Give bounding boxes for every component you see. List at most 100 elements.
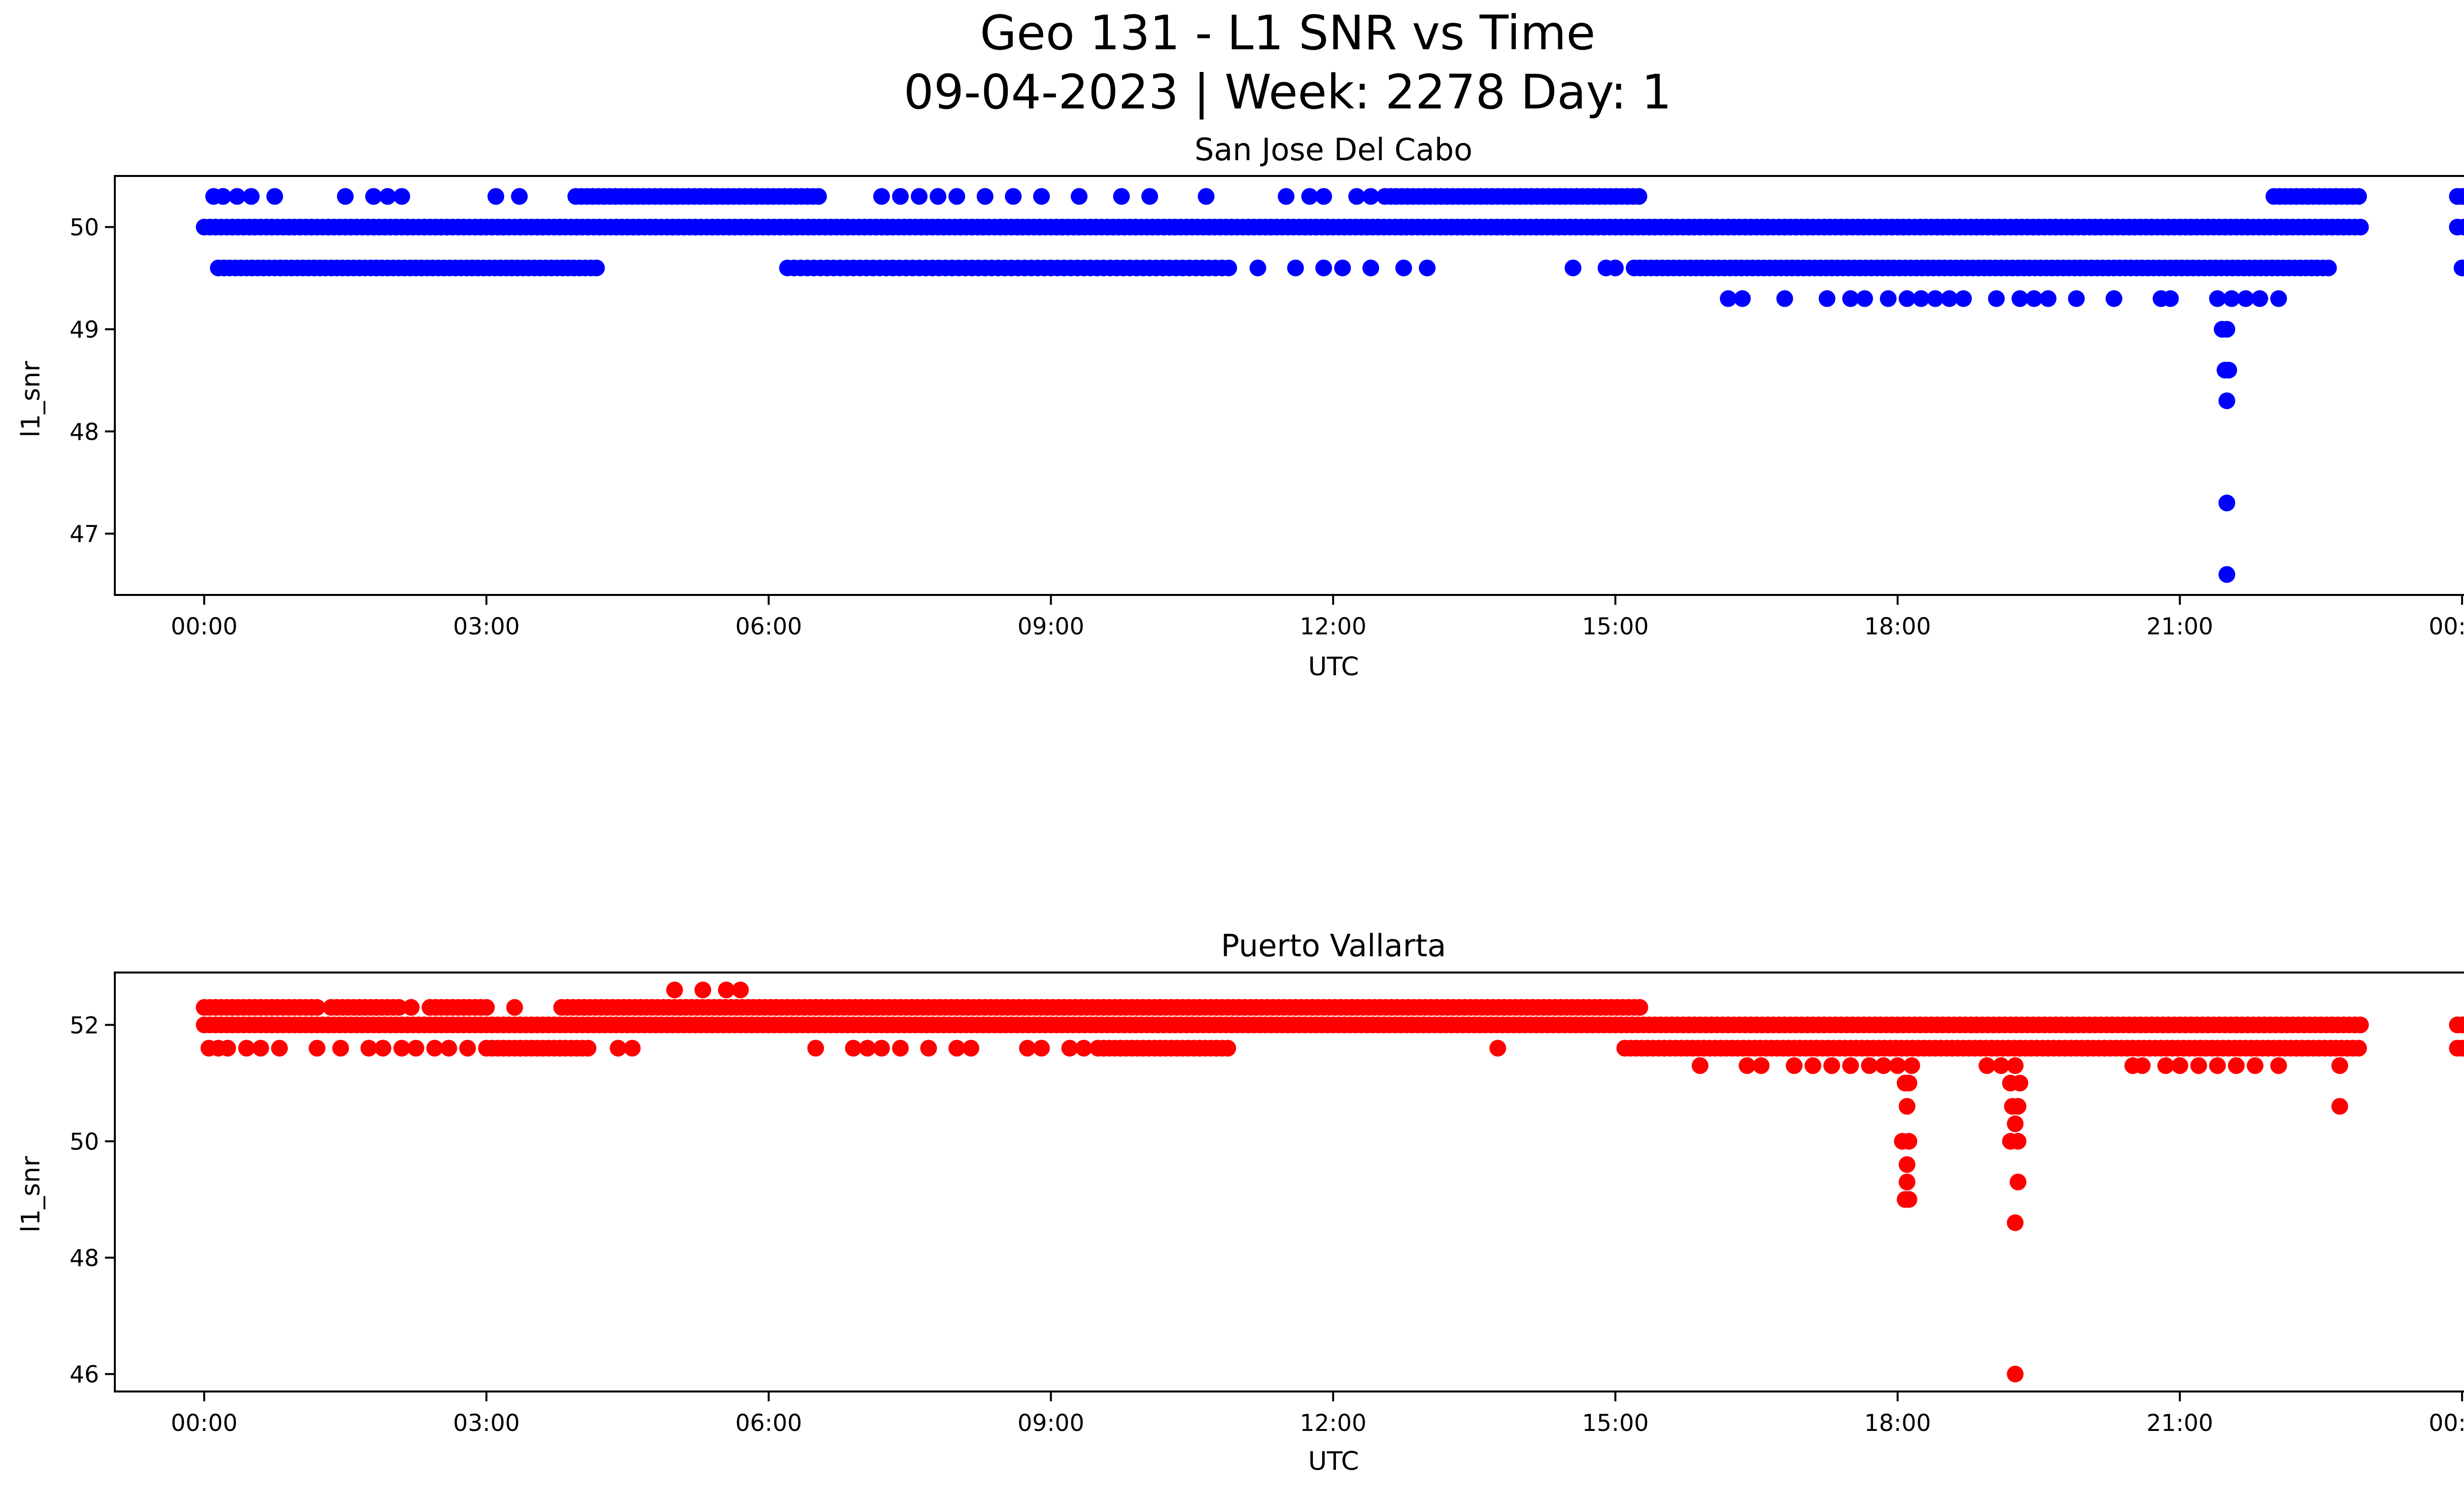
data-point — [718, 981, 735, 999]
data-point — [2220, 361, 2237, 379]
data-point — [403, 999, 420, 1016]
data-point — [1630, 188, 1647, 205]
data-point — [2171, 1057, 2189, 1074]
data-point — [1075, 1040, 1093, 1057]
data-point — [1033, 188, 1050, 205]
data-point — [666, 981, 683, 999]
data-point — [2331, 1098, 2348, 1115]
data-point — [911, 188, 928, 205]
data-point — [1061, 1040, 1078, 1057]
data-point — [360, 1040, 377, 1057]
data-point — [1992, 1057, 2010, 1074]
y-tick-label: 46 — [69, 1361, 99, 1389]
x-tick-label: 06:00 — [735, 1410, 802, 1437]
data-point — [219, 1040, 237, 1057]
x-tick-label: 03:00 — [453, 613, 519, 640]
data-point — [1927, 290, 1944, 307]
y-tick-label: 47 — [69, 521, 99, 548]
data-point — [2237, 290, 2254, 307]
data-point — [1141, 188, 1158, 205]
data-point — [1785, 1057, 1803, 1074]
data-point — [2010, 1174, 2026, 1190]
data-point — [1033, 1040, 1050, 1057]
data-point — [2218, 494, 2235, 512]
x-tick-label: 06:00 — [735, 613, 802, 640]
data-point — [1220, 259, 1237, 277]
data-point — [859, 1040, 876, 1057]
data-point — [1752, 1057, 1770, 1074]
data-point — [2218, 321, 2235, 338]
x-tick-label: 18:00 — [1864, 1410, 1931, 1437]
figure-title-line1: Geo 131 - L1 SNR vs Time — [980, 5, 1596, 61]
data-point — [2270, 290, 2287, 307]
data-point — [2218, 566, 2235, 583]
data-point — [2134, 1057, 2151, 1074]
data-point — [892, 1040, 909, 1057]
data-point — [2331, 1057, 2348, 1074]
data-point — [2270, 1057, 2287, 1074]
data-point — [308, 999, 326, 1016]
data-point — [1277, 188, 1295, 205]
x-tick-label: 00:00 — [171, 1410, 238, 1437]
x-tick-label: 00:00 — [2429, 613, 2464, 640]
data-point — [2209, 1057, 2226, 1074]
data-point — [1489, 1040, 1506, 1057]
data-point — [845, 1040, 862, 1057]
x-tick-label: 18:00 — [1864, 613, 1931, 640]
data-point — [271, 1040, 288, 1057]
data-point — [1113, 188, 1130, 205]
data-point — [478, 999, 495, 1016]
data-point — [375, 1040, 392, 1057]
data-point — [337, 188, 354, 205]
data-point — [1900, 1075, 1917, 1092]
data-point — [2227, 1057, 2245, 1074]
data-point — [1070, 188, 1088, 205]
data-point — [2251, 290, 2268, 307]
data-point — [1395, 259, 1412, 277]
subplot-title: San Jose Del Cabo — [1195, 132, 1472, 168]
data-point — [1898, 290, 1916, 307]
data-point — [962, 1040, 980, 1057]
data-point — [238, 1040, 255, 1057]
data-point — [610, 1040, 627, 1057]
data-point — [873, 188, 890, 205]
data-point — [2010, 1133, 2026, 1150]
x-tick-label: 12:00 — [1300, 613, 1367, 640]
axes-frame — [114, 972, 2464, 1392]
data-point — [229, 188, 246, 205]
data-point — [948, 188, 965, 205]
data-point — [459, 1040, 476, 1057]
data-point — [2011, 290, 2028, 307]
data-point — [2209, 290, 2226, 307]
data-point — [624, 1040, 641, 1057]
x-tick-label: 15:00 — [1582, 613, 1648, 640]
x-axis-label: UTC — [1308, 1447, 1359, 1476]
data-point — [365, 188, 382, 205]
data-point — [2320, 259, 2337, 277]
data-point — [2223, 290, 2240, 307]
data-point — [242, 188, 260, 205]
data-point — [732, 981, 749, 999]
data-point — [948, 1040, 965, 1057]
data-point — [2350, 188, 2367, 205]
data-point — [1988, 290, 2005, 307]
y-tick-label: 52 — [69, 1012, 99, 1039]
figure-title-line2: 09-04-2023 | Week: 2278 Day: 1 — [904, 65, 1672, 120]
data-point — [1419, 259, 1436, 277]
data-point — [1875, 1057, 1892, 1074]
data-point — [1607, 259, 1624, 277]
data-point — [810, 188, 827, 205]
data-point — [1842, 290, 1859, 307]
data-point — [2454, 1016, 2464, 1034]
data-point — [2454, 259, 2464, 277]
data-point — [2157, 1057, 2174, 1074]
data-point — [588, 259, 605, 277]
y-axis-label: l1_snr — [16, 1156, 46, 1233]
data-point — [1856, 290, 1873, 307]
data-point — [2350, 1040, 2367, 1057]
scatter-points — [196, 981, 2464, 1383]
x-axis-label: UTC — [1308, 652, 1359, 682]
data-point — [1019, 1040, 1036, 1057]
x-tick-label: 21:00 — [2147, 1410, 2213, 1437]
